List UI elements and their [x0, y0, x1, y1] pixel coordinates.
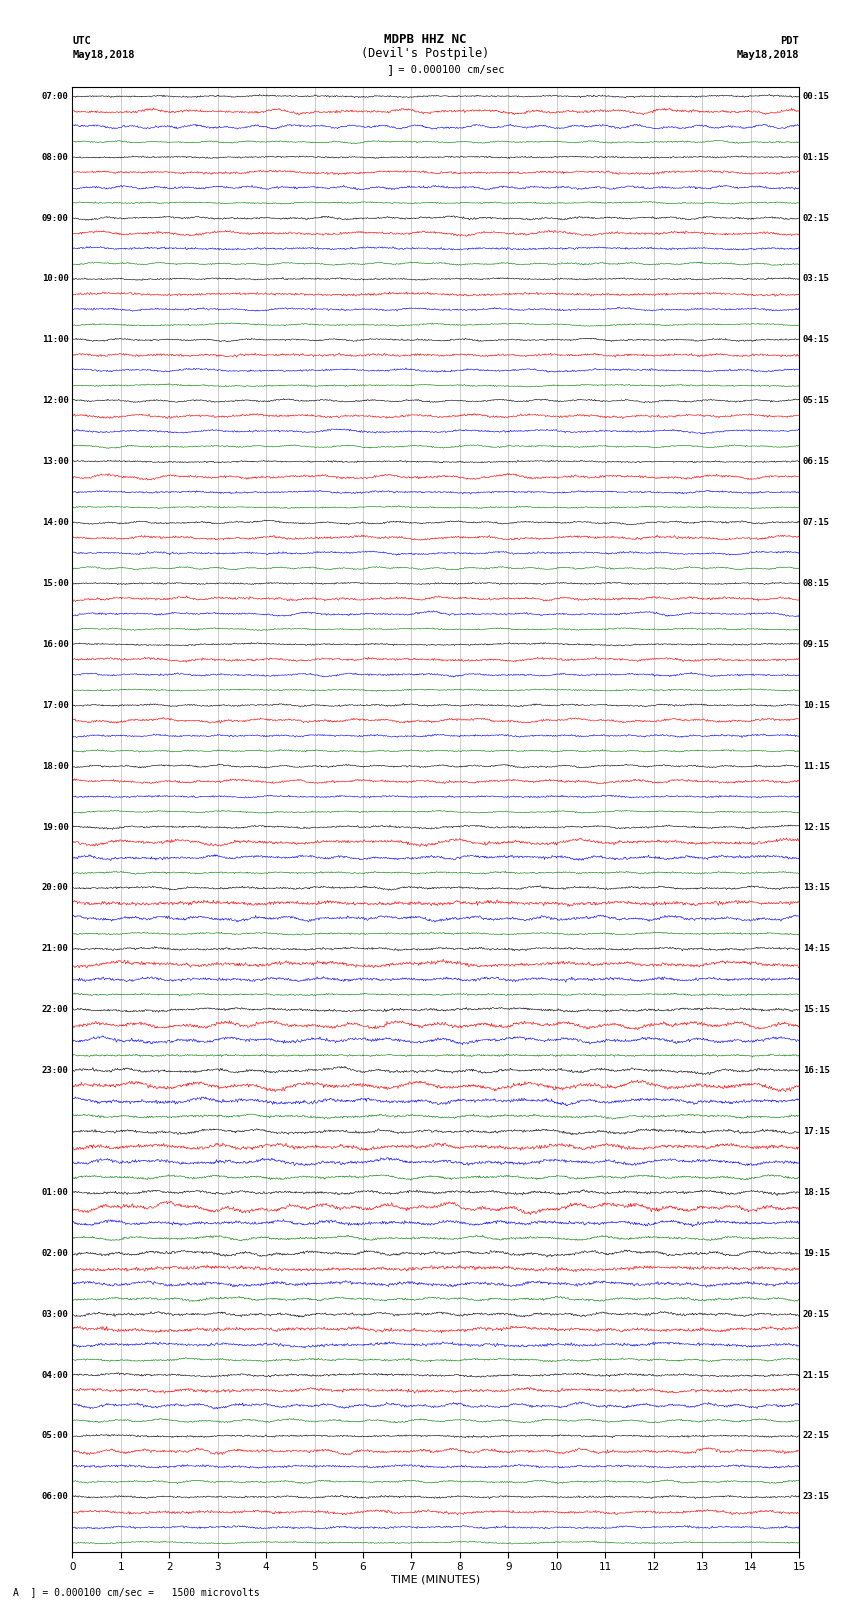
- Text: 12:15: 12:15: [802, 823, 830, 832]
- Text: 09:00: 09:00: [42, 213, 69, 223]
- Text: 15:15: 15:15: [802, 1005, 830, 1015]
- Text: 21:00: 21:00: [42, 944, 69, 953]
- Text: 15:00: 15:00: [42, 579, 69, 587]
- Text: 10:15: 10:15: [802, 700, 830, 710]
- Text: 12:00: 12:00: [42, 397, 69, 405]
- Text: 17:00: 17:00: [42, 700, 69, 710]
- Text: 05:15: 05:15: [802, 397, 830, 405]
- Text: 19:00: 19:00: [42, 823, 69, 832]
- Text: 19:15: 19:15: [802, 1248, 830, 1258]
- Text: 00:15: 00:15: [802, 92, 830, 100]
- Text: 14:15: 14:15: [802, 944, 830, 953]
- Text: 22:00: 22:00: [42, 1005, 69, 1015]
- Text: 18:15: 18:15: [802, 1187, 830, 1197]
- Text: 11:00: 11:00: [42, 336, 69, 344]
- Text: 16:15: 16:15: [802, 1066, 830, 1076]
- Text: 20:15: 20:15: [802, 1310, 830, 1319]
- Text: 13:00: 13:00: [42, 456, 69, 466]
- Text: 04:00: 04:00: [42, 1371, 69, 1379]
- Text: 21:15: 21:15: [802, 1371, 830, 1379]
- Text: 20:00: 20:00: [42, 884, 69, 892]
- Text: 01:00: 01:00: [42, 1187, 69, 1197]
- Text: 23:15: 23:15: [802, 1492, 830, 1502]
- Text: 22:15: 22:15: [802, 1431, 830, 1440]
- Text: 03:15: 03:15: [802, 274, 830, 284]
- Text: May18,2018: May18,2018: [736, 50, 799, 60]
- Text: 18:00: 18:00: [42, 761, 69, 771]
- Text: 14:00: 14:00: [42, 518, 69, 527]
- X-axis label: TIME (MINUTES): TIME (MINUTES): [391, 1574, 480, 1586]
- Text: 06:15: 06:15: [802, 456, 830, 466]
- Text: 23:00: 23:00: [42, 1066, 69, 1076]
- Text: = 0.000100 cm/sec: = 0.000100 cm/sec: [392, 65, 504, 76]
- Text: 08:00: 08:00: [42, 153, 69, 161]
- Text: 08:15: 08:15: [802, 579, 830, 587]
- Text: 03:00: 03:00: [42, 1310, 69, 1319]
- Text: 11:15: 11:15: [802, 761, 830, 771]
- Text: UTC: UTC: [72, 35, 91, 45]
- Text: 05:00: 05:00: [42, 1431, 69, 1440]
- Text: 16:00: 16:00: [42, 640, 69, 648]
- Text: 07:00: 07:00: [42, 92, 69, 100]
- Text: 09:15: 09:15: [802, 640, 830, 648]
- Text: May18,2018: May18,2018: [72, 50, 135, 60]
- Text: 17:15: 17:15: [802, 1127, 830, 1136]
- Text: (Devil's Postpile): (Devil's Postpile): [361, 47, 489, 60]
- Text: 13:15: 13:15: [802, 884, 830, 892]
- Text: 10:00: 10:00: [42, 274, 69, 284]
- Text: ]: ]: [387, 63, 394, 77]
- Text: 02:15: 02:15: [802, 213, 830, 223]
- Text: 01:15: 01:15: [802, 153, 830, 161]
- Text: 04:15: 04:15: [802, 336, 830, 344]
- Text: PDT: PDT: [780, 35, 799, 45]
- Text: 02:00: 02:00: [42, 1248, 69, 1258]
- Text: A  ] = 0.000100 cm/sec =   1500 microvolts: A ] = 0.000100 cm/sec = 1500 microvolts: [13, 1587, 259, 1597]
- Text: 06:00: 06:00: [42, 1492, 69, 1502]
- Text: MDPB HHZ NC: MDPB HHZ NC: [383, 32, 467, 45]
- Text: 07:15: 07:15: [802, 518, 830, 527]
